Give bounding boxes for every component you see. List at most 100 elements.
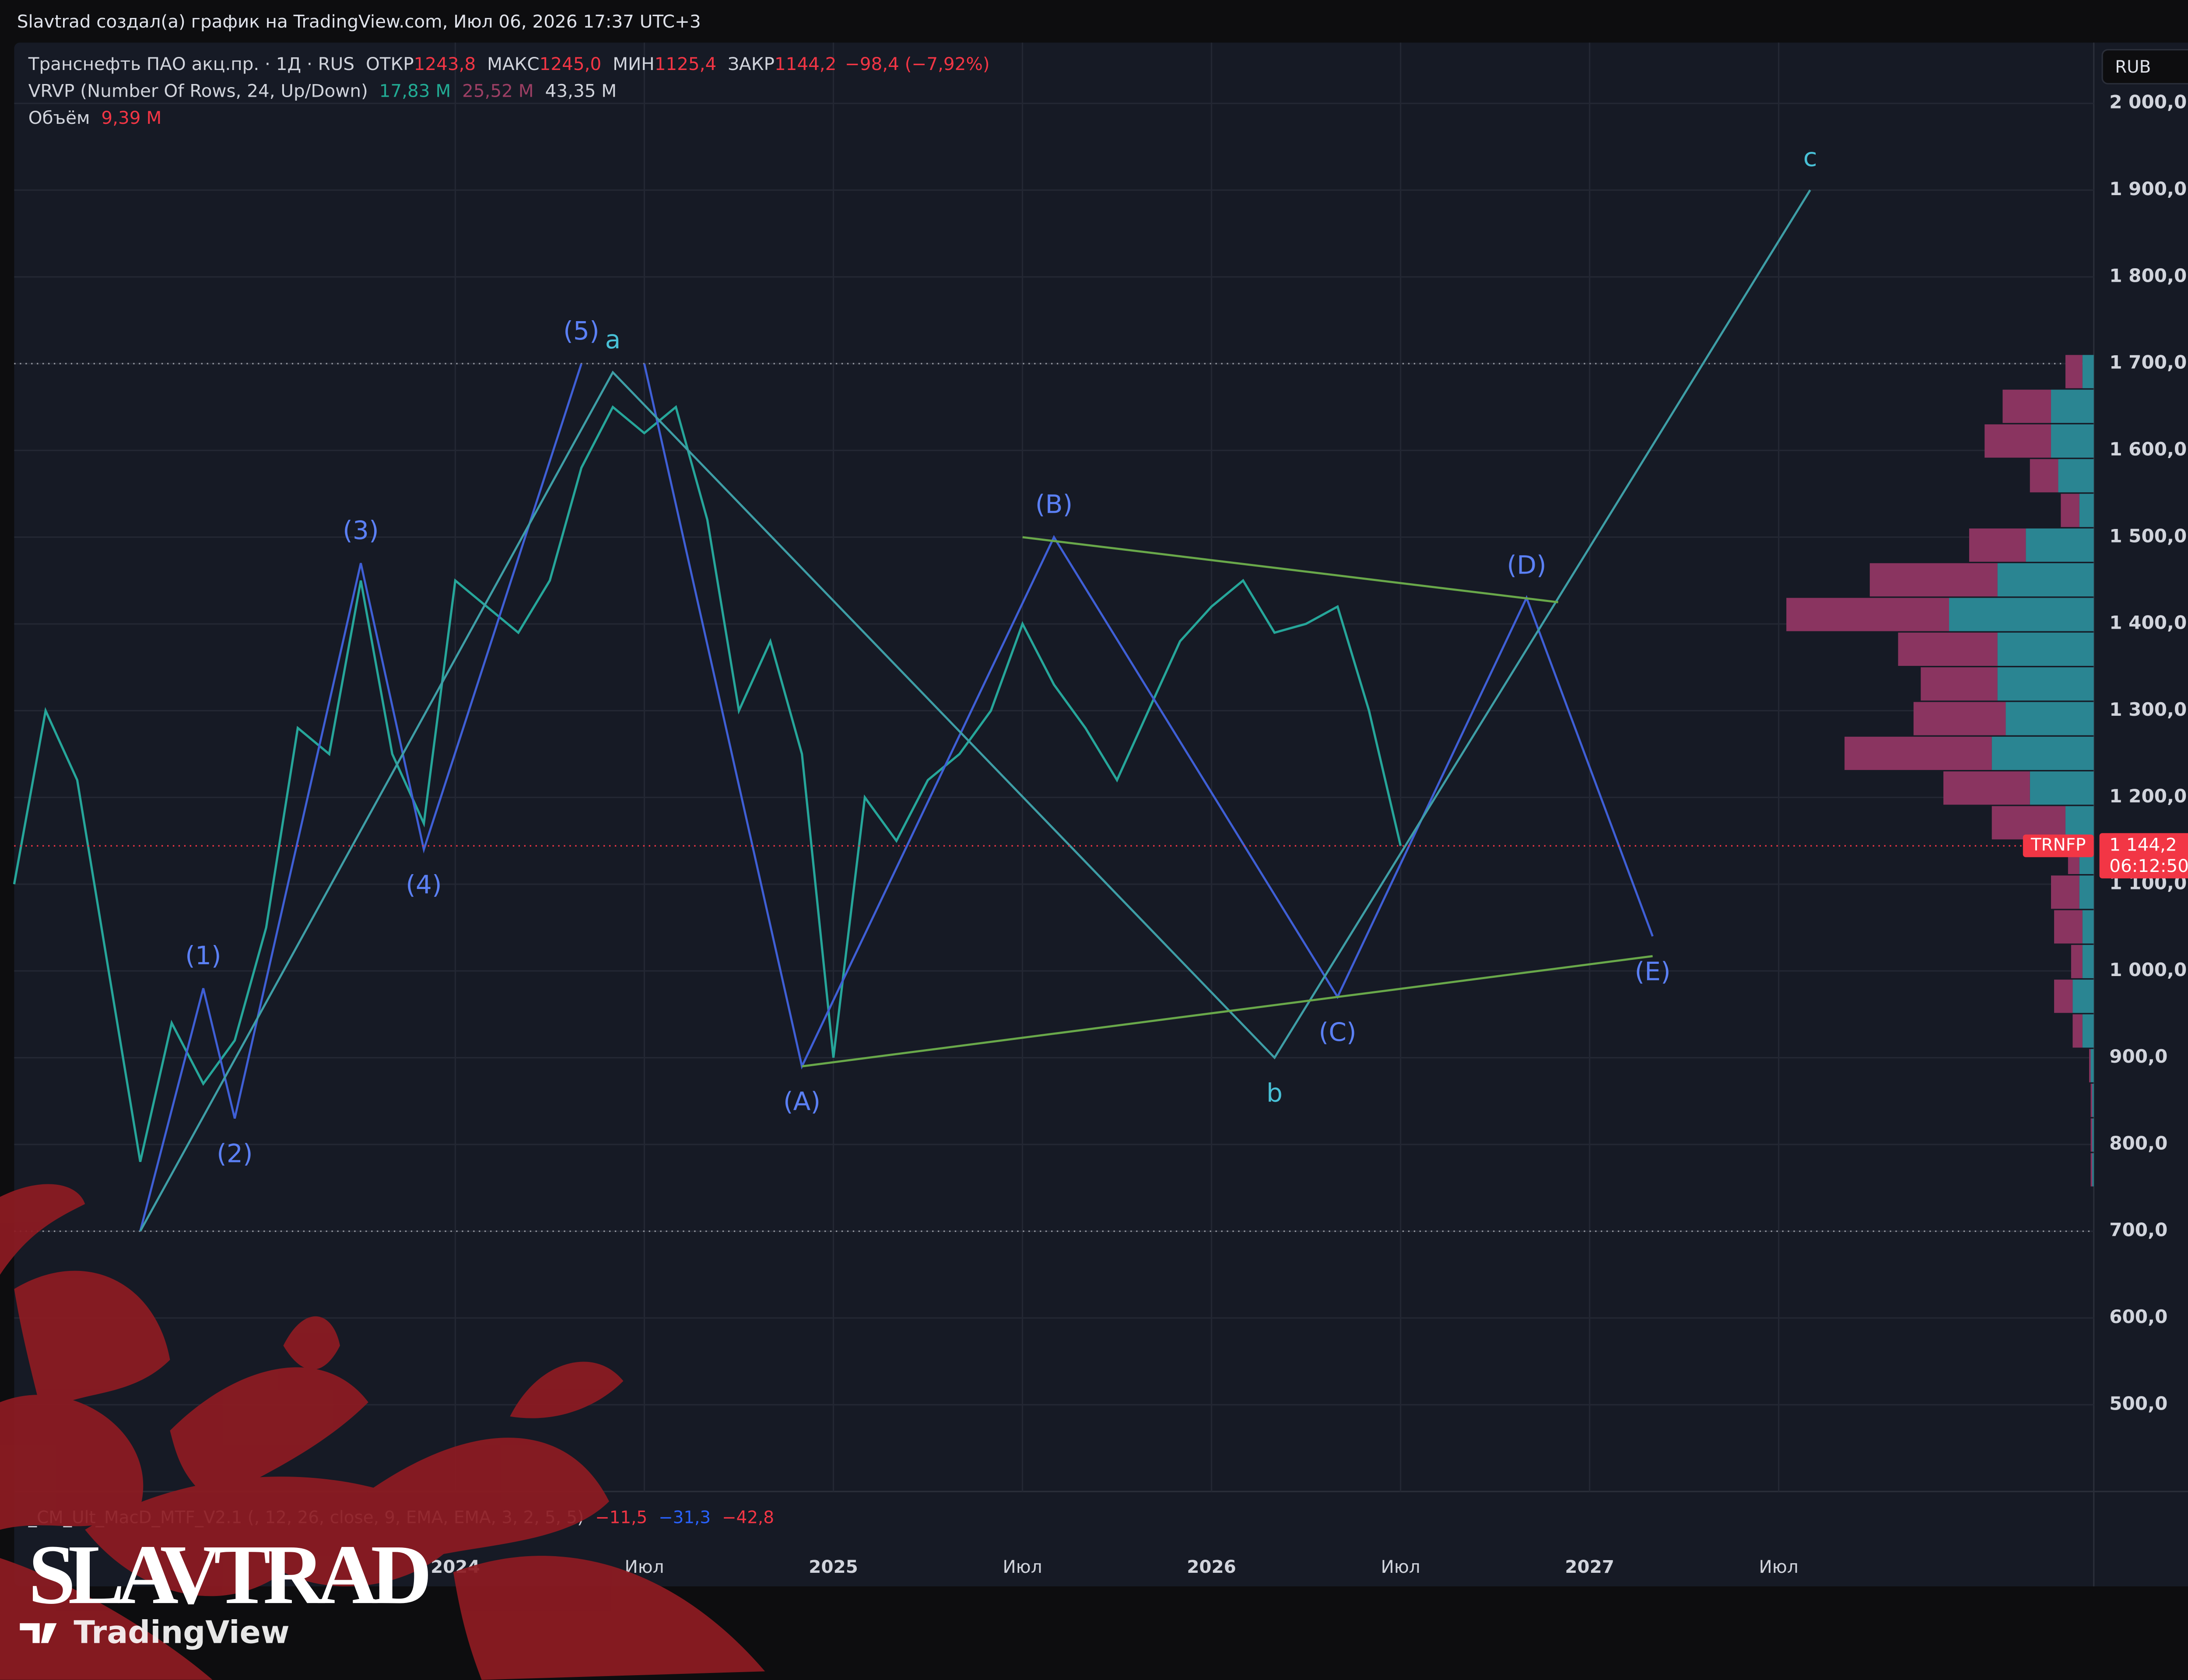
indicator-value: −11,5 — [595, 1508, 647, 1527]
price-tag — [2099, 833, 2188, 878]
indicator-value: 17,83 M — [379, 80, 451, 102]
ohlc-name: ЗАКР — [728, 53, 775, 74]
profile-down — [2054, 980, 2073, 1013]
indicator-name: VRVP (Number Of Rows, 24, Up/Down) — [28, 80, 368, 102]
profile-down — [2002, 389, 2051, 423]
wave-line — [643, 363, 1654, 1070]
plot: 2 000,0 1 900,0 1 800,0 1 700,0 1 600,0 1 500… — [13, 42, 2188, 1577]
watermark: SLAVTRAD — [28, 1528, 432, 1622]
profile-up — [1997, 632, 2094, 666]
ohlc-value: 1125,4 — [655, 53, 717, 74]
symbol: TRNFP — [2030, 835, 2086, 855]
wave-label: (1) — [185, 941, 221, 970]
indicator-value: −31,3 — [659, 1508, 711, 1527]
profile-down — [2089, 1049, 2091, 1082]
ohlc-name: МАКС — [487, 53, 540, 74]
decoration — [0, 1184, 765, 1680]
wave-label: (E) — [1634, 956, 1670, 986]
currency-button[interactable] — [2101, 49, 2188, 84]
profile-up — [2051, 424, 2094, 458]
profile-up — [2082, 910, 2094, 944]
profile-down — [2065, 355, 2083, 388]
x-tick-label: 2027 — [1565, 1556, 1614, 1577]
indicator-value: 9,39 M — [101, 107, 161, 128]
profile-up — [1949, 598, 2094, 631]
profile-down — [1992, 806, 2065, 840]
ohlc-name: ОТКР — [366, 53, 414, 74]
profile-down — [2071, 945, 2083, 978]
profile-up — [2092, 1118, 2094, 1152]
profile-up — [2051, 389, 2094, 423]
legend-main: Транснефть ПАО акц.пр. · 1Д · RUS ОТКР124… — [28, 53, 990, 74]
wave-line — [802, 955, 1653, 1068]
wave-label: (D) — [1507, 550, 1546, 580]
legend-indicator: Объём 9,39 M — [28, 107, 162, 128]
chart-panel — [14, 42, 2188, 1587]
profile-down — [1943, 771, 2030, 805]
wave-label: b — [1266, 1078, 1283, 1108]
wave-label: (A) — [783, 1087, 820, 1116]
profile-up — [2082, 945, 2094, 978]
wave-line — [139, 189, 1811, 1232]
petal — [510, 1362, 624, 1418]
ohlc-value: 1144,2 — [775, 53, 837, 74]
profile-up — [2082, 1014, 2094, 1048]
profile-up — [2006, 702, 2094, 735]
y-tick-label: 600,0 — [2109, 1306, 2167, 1327]
y-tick-label: 1 500,0 — [2109, 525, 2187, 546]
petal — [14, 1270, 170, 1417]
profile-down — [2051, 875, 2079, 909]
y-tick-label: 1 900,0 — [2109, 178, 2187, 200]
indicator-value: −42,8 — [722, 1508, 774, 1527]
profile-down — [2090, 1084, 2093, 1117]
profile-down — [1969, 528, 2026, 562]
petal — [170, 1367, 368, 1502]
price-line — [13, 405, 1402, 1162]
profile-down — [1985, 424, 2051, 458]
profile-down — [1869, 563, 1998, 597]
petal — [0, 1395, 144, 1530]
profile-up — [1992, 736, 2094, 770]
profile-down — [1898, 632, 1998, 666]
indicator-name: Объём — [28, 107, 90, 128]
y-tick-label: 2 000,0 — [2109, 91, 2187, 113]
profile-up — [2079, 494, 2094, 527]
y-tick-label: 1 600,0 — [2109, 438, 2187, 460]
profile-down — [1844, 736, 1992, 770]
ohlc-name: МИН — [613, 53, 655, 74]
wave-label: (2) — [217, 1139, 253, 1169]
petal — [453, 1556, 765, 1680]
currency: RUB — [2115, 57, 2151, 77]
x-tick-label: Июл — [1003, 1556, 1042, 1577]
wave-label: (3) — [343, 515, 379, 545]
x-tick-label: Июл — [1759, 1556, 1799, 1577]
profile-up — [2065, 806, 2094, 840]
y-tick-label: 1 000,0 — [2109, 959, 2187, 980]
wave-line — [139, 363, 582, 1232]
title: Транснефть ПАО акц.пр. · 1Д · RUS — [28, 53, 354, 74]
profile-down — [2030, 459, 2058, 493]
ohlc-value: 1243,8 — [414, 53, 476, 74]
profile-up — [1997, 563, 2094, 597]
profile-up — [2082, 355, 2094, 388]
y-tick-label: 700,0 — [2109, 1219, 2167, 1241]
profile-down — [2061, 494, 2079, 527]
change: −98,4 (−7,92%) — [845, 53, 990, 74]
y-tick-label: 500,0 — [2109, 1393, 2167, 1414]
wave-line — [1022, 536, 1558, 603]
profile-down — [1786, 598, 1949, 631]
profile-down — [2054, 910, 2083, 944]
profile-down — [2090, 1153, 2093, 1186]
ohlc-value: 1245,0 — [540, 53, 602, 74]
brand-logo — [20, 1623, 57, 1643]
wave-label: (4) — [406, 870, 442, 900]
wave-label: (C) — [1318, 1017, 1356, 1047]
profile-up — [2058, 459, 2094, 493]
y-tick-label: 1 800,0 — [2109, 265, 2187, 286]
y-tick-label: 1 200,0 — [2109, 785, 2187, 807]
indicator-value: 25,52 M — [462, 80, 534, 102]
y-tick-label: 1 300,0 — [2109, 699, 2187, 720]
petal — [0, 1184, 85, 1275]
y-tick-label: 800,0 — [2109, 1132, 2167, 1154]
